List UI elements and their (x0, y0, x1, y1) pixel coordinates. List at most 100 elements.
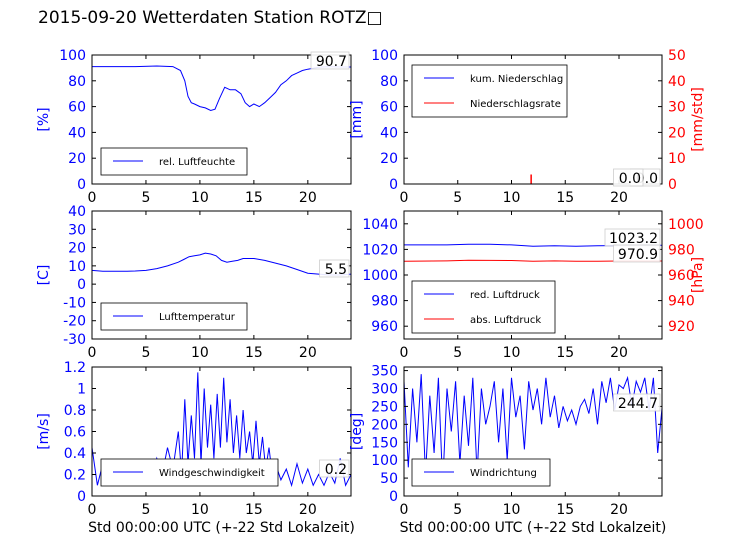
y2-tick-label: 980 (668, 242, 695, 258)
value-annotation: 1023.2 (609, 231, 658, 247)
y-tick-label: 100 (371, 453, 398, 469)
x-tick-label: 10 (503, 345, 521, 361)
y-axis-label: [C] (36, 265, 52, 286)
y-tick-label: 1020 (362, 242, 398, 258)
y-tick-label: 0.8 (64, 403, 86, 419)
y-tick-label: 1.2 (64, 360, 86, 376)
y-tick-label: 350 (371, 364, 398, 380)
y-tick-label: -20 (63, 314, 86, 330)
y-tick-label: 0.6 (64, 425, 86, 441)
series-group (92, 252, 351, 276)
y-tick-label: 960 (371, 319, 398, 335)
x-tick-label: 10 (191, 190, 209, 206)
y2-tick-label: 40 (668, 74, 686, 90)
y-tick-label: 30 (68, 222, 86, 238)
legend-box (411, 64, 568, 118)
legend-label: Lufttemperatur (159, 312, 236, 323)
y-tick-label: 20 (68, 241, 86, 257)
x-tick-label: 5 (453, 190, 462, 206)
y-tick-label: 1040 (362, 217, 398, 233)
x-tick-label: 20 (610, 502, 628, 518)
x-tick-label: 15 (556, 502, 574, 518)
x-tick-label: 10 (191, 345, 209, 361)
y-tick-label: 300 (371, 382, 398, 398)
series-line (404, 374, 662, 486)
axes-frame (91, 210, 352, 340)
y2-tick-label: 30 (668, 100, 686, 116)
value-annotation: 0.0 (619, 171, 641, 187)
x-tick-label: 5 (453, 345, 462, 361)
y-tick-label: 100 (59, 48, 86, 64)
y-tick-label: 0 (77, 277, 86, 293)
y-axis-label: [mm] (349, 100, 365, 138)
legend-label: rel. Luftfeuchte (159, 157, 235, 168)
x-tick-label: 15 (245, 502, 263, 518)
value-annotation-box (613, 393, 661, 412)
chart-panel: 0 5 10 15 20 -30 -20 -10 0 10 20 30 40 [C] Lufttempera… (36, 204, 352, 361)
x-tick-label: 15 (245, 190, 263, 206)
value-annotation-box (613, 168, 644, 187)
x-tick-label: 0 (400, 190, 409, 206)
y-tick-label: 0 (77, 177, 86, 193)
x-tick-label: 5 (141, 502, 150, 518)
value-annotation-box (319, 259, 350, 278)
chart-panel: 0 5 10 15 20 0 20 40 60 80 100 [%] rel. Luftfeuchte 9… (36, 48, 352, 206)
axes-frame (91, 54, 352, 185)
value-annotation: 970.9 (618, 247, 658, 263)
value-annotation: 5.5 (325, 262, 347, 278)
y-axis-label: [deg] (349, 413, 365, 450)
x-tick-label: 0 (88, 345, 97, 361)
y-tick-label: 150 (371, 435, 398, 451)
series-line (404, 174, 662, 184)
y-tick-label: 40 (68, 125, 86, 141)
legend-label: abs. Luftdruck (470, 315, 541, 326)
axes-frame (403, 54, 663, 185)
x-tick-label: 20 (610, 190, 628, 206)
x-tick-label: 20 (299, 502, 317, 518)
y-axis-label: [m/s] (36, 413, 52, 450)
y-tick-label: 50 (380, 471, 398, 487)
series-line (92, 252, 351, 276)
x-tick-label: 15 (556, 345, 574, 361)
x-tick-label: 20 (299, 190, 317, 206)
chart-panel: 0 5 10 15 20 0 20 40 60 80 100 0 10 20 30 40 50 [mm] [mm/s… (349, 48, 706, 206)
x-tick-label: 15 (556, 190, 574, 206)
y2-tick-label: 20 (668, 125, 686, 141)
x-tick-label: 20 (299, 345, 317, 361)
y2-tick-label: 960 (668, 268, 695, 284)
legend-label: red. Luftdruck (470, 290, 540, 301)
y2-tick-label: 50 (668, 48, 686, 64)
x-tick-label: 0 (400, 345, 409, 361)
x-tick-label: 20 (610, 345, 628, 361)
x-tick-label: 0 (400, 502, 409, 518)
y-tick-label: 40 (68, 204, 86, 220)
y-tick-label: 20 (68, 151, 86, 167)
y2-tick-label: 940 (668, 294, 695, 310)
figure-title: 2015-09-20 Wetterdaten Station ROTZ□ (38, 8, 383, 28)
y-tick-label: 250 (371, 399, 398, 415)
legend-box (411, 280, 556, 334)
y-tick-label: 60 (68, 100, 86, 116)
y-tick-label: -10 (63, 295, 86, 311)
series-group (92, 65, 351, 112)
value-annotation-box (310, 51, 350, 70)
legend-label: Niederschlagsrate (470, 99, 561, 110)
y-tick-label: 60 (380, 100, 398, 116)
x-tick-label: 15 (245, 345, 263, 361)
y-tick-label: 20 (380, 151, 398, 167)
y-tick-label: 1 (77, 382, 86, 398)
legend-label: Windrichtung (470, 468, 537, 479)
chart-panel: 0 5 10 15 20 0 0.2 0.4 0.6 0.8 1 1.2 [m/s] Std 00:00:… (36, 360, 355, 536)
y-tick-label: 0.4 (64, 446, 86, 462)
x-tick-label: 5 (141, 190, 150, 206)
x-axis-label: Std 00:00:00 UTC (+-22 Std Lokalzeit) (88, 520, 355, 536)
y2-tick-label: 0 (668, 177, 677, 193)
y-tick-label: 80 (68, 74, 86, 90)
value-annotation-box (319, 459, 350, 478)
x-tick-label: 10 (503, 502, 521, 518)
x-tick-label: 10 (503, 190, 521, 206)
series-group (404, 374, 662, 486)
y-tick-label: 0.2 (64, 468, 86, 484)
